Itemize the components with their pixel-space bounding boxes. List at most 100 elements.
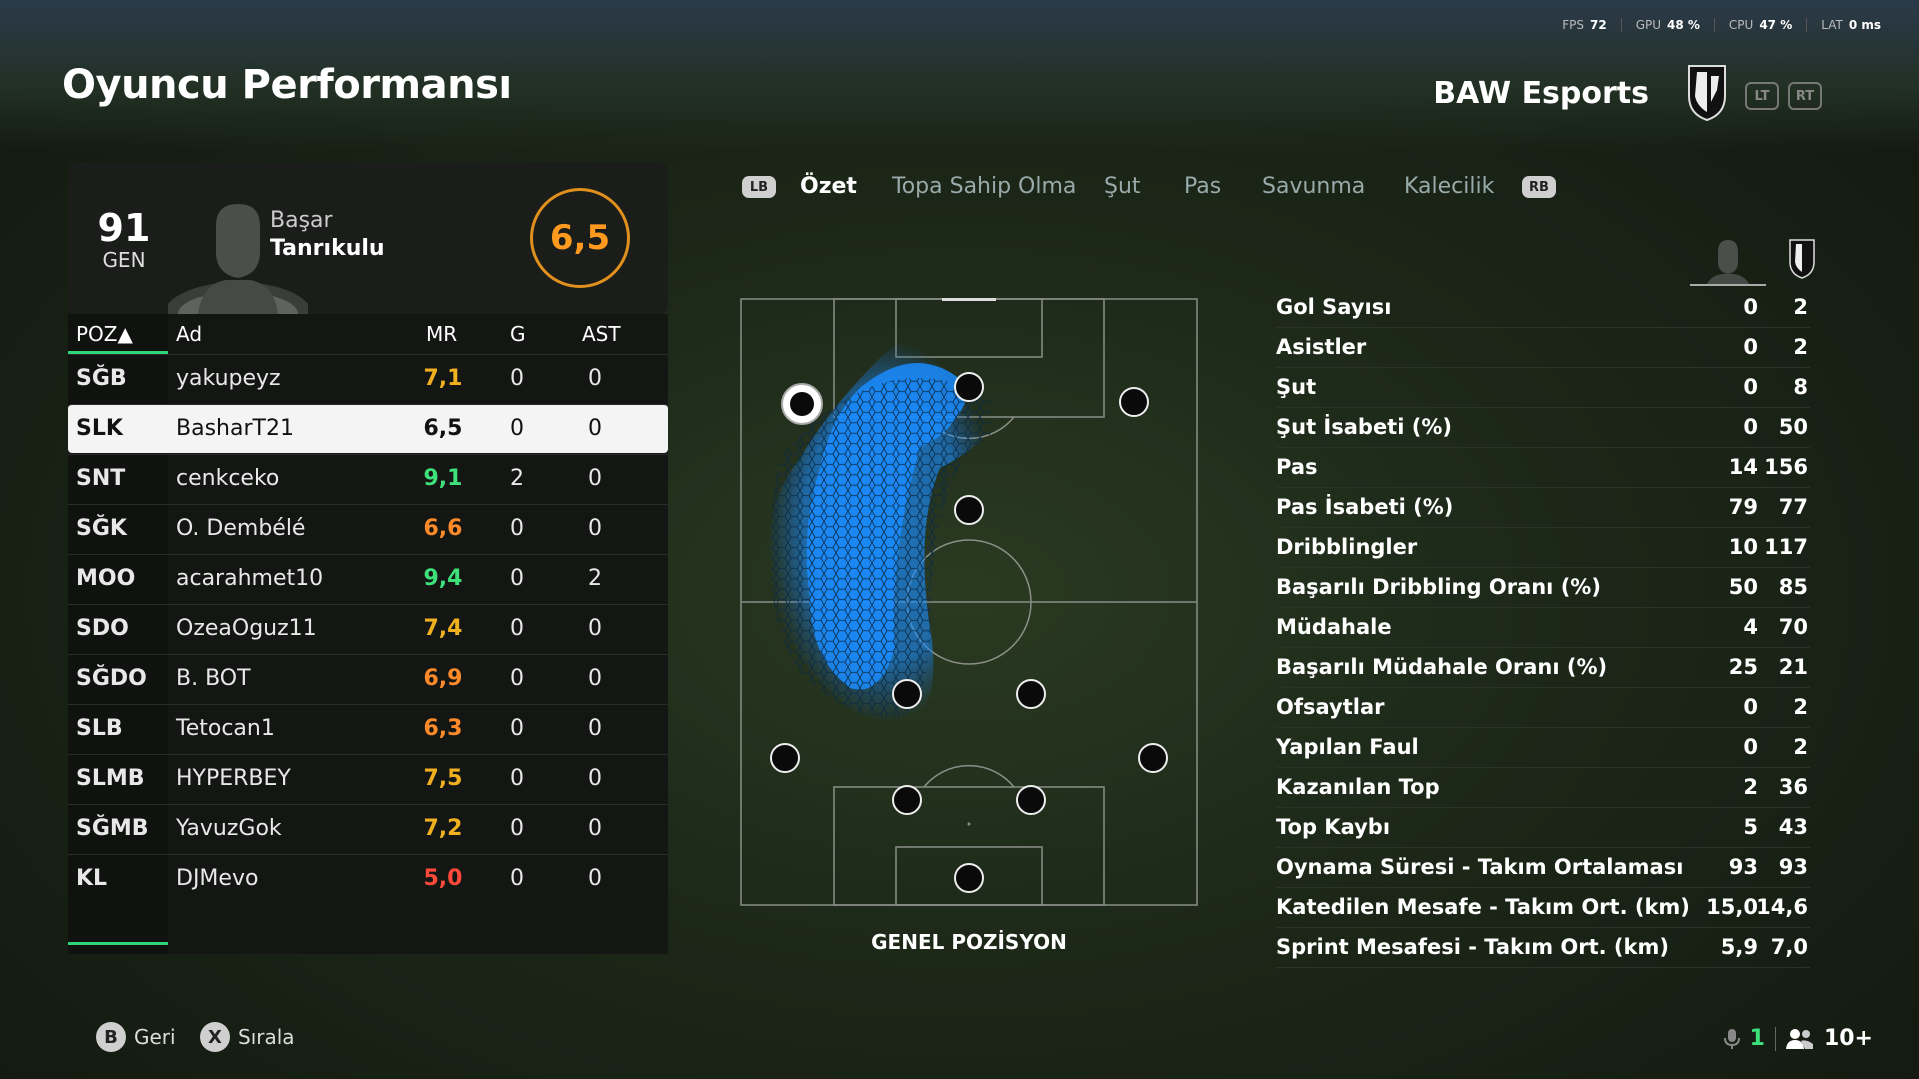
table-row[interactable]: MOO acarahmet10 9,4 0 2 bbox=[68, 554, 668, 603]
header-ast[interactable]: AST bbox=[582, 322, 621, 346]
stat-label: Yapılan Faul bbox=[1276, 735, 1419, 759]
header-mr[interactable]: MR bbox=[426, 322, 458, 346]
row-assists: 0 bbox=[588, 666, 602, 691]
row-position: SLK bbox=[76, 416, 123, 441]
stat-player-value: 0 bbox=[1743, 735, 1758, 759]
stat-label: Oynama Süresi - Takım Ortalaması bbox=[1276, 855, 1684, 879]
tab-savunma[interactable]: Savunma bbox=[1262, 174, 1366, 199]
stats-list: Gol Sayısı 0 2 Asistler 0 2 Şut 0 8 Şut İsabeti (… bbox=[1276, 288, 1810, 968]
stat-player-value: 0 bbox=[1743, 695, 1758, 719]
cpu-value: 47 % bbox=[1759, 18, 1793, 32]
row-player-name: acarahmet10 bbox=[176, 566, 324, 591]
stat-label: Müdahale bbox=[1276, 615, 1392, 639]
team-column-crest-icon bbox=[1789, 239, 1815, 279]
row-assists: 0 bbox=[588, 366, 602, 391]
gpu-value: 48 % bbox=[1667, 18, 1700, 32]
tab-topa-sahip-olma[interactable]: Topa Sahip Olma bbox=[892, 174, 1077, 199]
row-assists: 0 bbox=[588, 816, 602, 841]
overall-rating: 91 bbox=[97, 206, 151, 250]
tab-sut[interactable]: Şut bbox=[1104, 174, 1141, 199]
stat-team-value: 2 bbox=[1793, 335, 1808, 359]
stat-row: Katedilen Mesafe - Takım Ort. (km) 15,0 14… bbox=[1276, 888, 1810, 928]
player-last-name: Tanrıkulu bbox=[270, 236, 385, 261]
teammate-markers bbox=[770, 372, 1168, 893]
stat-player-value: 14 bbox=[1728, 455, 1758, 479]
row-player-name: B. BOT bbox=[176, 666, 251, 691]
table-row[interactable]: SLMB HYPERBEY 7,5 0 0 bbox=[68, 754, 668, 803]
stat-label: Top Kaybı bbox=[1276, 815, 1391, 839]
player-card: 91 GEN Başar Tanrıkulu 6,5 bbox=[68, 162, 668, 314]
stat-label: Başarılı Müdahale Oranı (%) bbox=[1276, 655, 1608, 679]
stat-team-value: 156 bbox=[1764, 455, 1808, 479]
row-goals: 0 bbox=[510, 616, 524, 641]
row-goals: 0 bbox=[510, 566, 524, 591]
table-row[interactable]: SLK BasharT21 6,5 0 0 bbox=[68, 404, 668, 453]
tab-ozet[interactable]: Özet bbox=[800, 174, 857, 199]
stat-player-value: 79 bbox=[1728, 495, 1758, 519]
row-goals: 2 bbox=[510, 466, 524, 491]
lat-label: LAT bbox=[1821, 18, 1843, 32]
stat-row: Kazanılan Top 2 36 bbox=[1276, 768, 1810, 808]
rt-button-icon[interactable]: RT bbox=[1788, 82, 1822, 110]
stat-label: Katedilen Mesafe - Takım Ort. (km) bbox=[1276, 895, 1690, 919]
header-pos[interactable]: POZ▲ bbox=[76, 322, 133, 346]
tab-kalecilik[interactable]: Kalecilik bbox=[1404, 174, 1495, 199]
lb-button-icon[interactable]: LB bbox=[742, 176, 776, 198]
sort-button[interactable]: X Sırala bbox=[200, 1022, 295, 1052]
table-row[interactable]: SĞMB YavuzGok 7,2 0 0 bbox=[68, 804, 668, 853]
row-match-rating: 7,5 bbox=[423, 766, 463, 791]
stat-label: Ofsaytlar bbox=[1276, 695, 1385, 719]
stat-row: Ofsaytlar 0 2 bbox=[1276, 688, 1810, 728]
stat-player-value: 0 bbox=[1743, 335, 1758, 359]
row-assists: 0 bbox=[588, 416, 602, 441]
row-match-rating: 6,6 bbox=[423, 516, 463, 541]
row-assists: 0 bbox=[588, 466, 602, 491]
stat-row: Başarılı Dribbling Oranı (%) 50 85 bbox=[1276, 568, 1810, 608]
stat-row: Pas 14 156 bbox=[1276, 448, 1810, 488]
stat-player-value: 25 bbox=[1728, 655, 1758, 679]
cpu-label: CPU bbox=[1728, 18, 1754, 32]
row-player-name: BasharT21 bbox=[176, 416, 294, 441]
header-name[interactable]: Ad bbox=[176, 322, 203, 346]
tab-pas[interactable]: Pas bbox=[1184, 174, 1222, 199]
table-row[interactable]: SDO OzeaOguz11 7,4 0 0 bbox=[68, 604, 668, 653]
stat-team-value: 70 bbox=[1778, 615, 1808, 639]
lt-button-icon[interactable]: LT bbox=[1745, 82, 1779, 110]
stat-team-value: 93 bbox=[1778, 855, 1808, 879]
player-first-name: Başar bbox=[270, 208, 333, 233]
row-goals: 0 bbox=[510, 416, 524, 441]
stat-row: Oynama Süresi - Takım Ortalaması 93 93 bbox=[1276, 848, 1810, 888]
row-match-rating: 6,3 bbox=[423, 716, 463, 741]
stat-player-value: 0 bbox=[1743, 415, 1758, 439]
party-status: 1 10+ bbox=[1723, 1026, 1873, 1051]
row-match-rating: 7,1 bbox=[423, 366, 463, 391]
row-player-name: Tetocan1 bbox=[176, 716, 275, 741]
back-button[interactable]: B Geri bbox=[96, 1022, 176, 1052]
stat-label: Şut bbox=[1276, 375, 1317, 399]
fps-value: 72 bbox=[1589, 18, 1607, 32]
table-bottom-indicator bbox=[68, 942, 168, 945]
stat-row: Pas İsabeti (%) 79 77 bbox=[1276, 488, 1810, 528]
table-row[interactable]: SNT cenkceko 9,1 2 0 bbox=[68, 454, 668, 503]
people-count: 10+ bbox=[1823, 1026, 1873, 1051]
table-row[interactable]: SLB Tetocan1 6,3 0 0 bbox=[68, 704, 668, 753]
stat-row: Sprint Mesafesi - Takım Ort. (km) 5,9 7,0 bbox=[1276, 928, 1810, 968]
row-goals: 0 bbox=[510, 716, 524, 741]
table-row[interactable]: KL DJMevo 5,0 0 0 bbox=[68, 854, 668, 903]
row-player-name: DJMevo bbox=[176, 866, 259, 891]
stat-team-value: 21 bbox=[1778, 655, 1808, 679]
rb-button-icon[interactable]: RB bbox=[1522, 176, 1556, 198]
table-row[interactable]: SĞB yakupeyz 7,1 0 0 bbox=[68, 354, 668, 403]
header-g[interactable]: G bbox=[510, 322, 526, 346]
x-button-icon: X bbox=[200, 1022, 230, 1052]
row-position: SDO bbox=[76, 616, 129, 641]
overall-label: GEN bbox=[102, 248, 146, 272]
top-banner bbox=[0, 0, 1919, 150]
row-match-rating: 6,5 bbox=[423, 416, 463, 441]
row-position: SĞDO bbox=[76, 666, 147, 691]
table-row[interactable]: SĞDO B. BOT 6,9 0 0 bbox=[68, 654, 668, 703]
row-position: SĞMB bbox=[76, 816, 149, 841]
table-row[interactable]: SĞK O. Dembélé 6,6 0 0 bbox=[68, 504, 668, 553]
row-position: MOO bbox=[76, 566, 136, 591]
stat-team-value: 2 bbox=[1793, 695, 1808, 719]
